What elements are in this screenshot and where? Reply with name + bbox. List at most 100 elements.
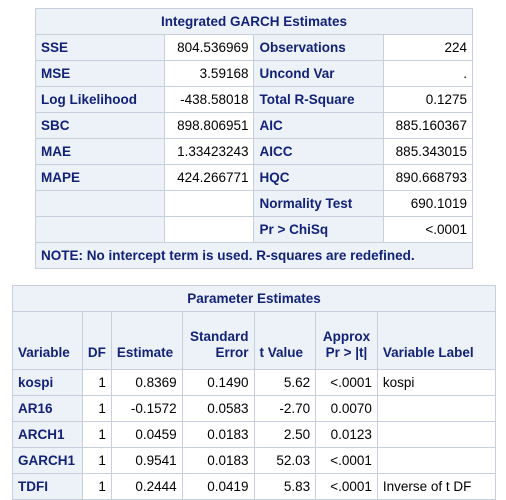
stat-label: MAE — [35, 138, 165, 165]
cell-p-value: <.0001 — [315, 369, 378, 396]
col-header-standard-error: Standard Error — [181, 311, 255, 370]
stat-value: 0.1275 — [383, 86, 473, 113]
col-header-variable: Variable — [12, 311, 83, 370]
stat-value — [163, 216, 255, 243]
cell-standard-error: 0.0583 — [181, 395, 255, 422]
cell-p-value: 0.0123 — [315, 421, 378, 448]
cell-variable-label: Inverse of t DF — [376, 473, 497, 500]
col-header-t-value: t Value — [253, 311, 317, 370]
stat-value: 690.1019 — [383, 190, 473, 217]
cell-t-value: 5.62 — [253, 369, 317, 396]
table-row: SBC 898.806951 AIC 885.160367 — [35, 112, 473, 139]
stat-value — [163, 190, 255, 217]
stat-value: 224 — [383, 34, 473, 61]
params-table-title: Parameter Estimates — [12, 285, 496, 312]
col-header-variable-label: Variable Label — [376, 311, 497, 370]
col-header-line: Error — [215, 345, 249, 360]
table-title-row: Parameter Estimates — [12, 285, 496, 312]
cell-df: 1 — [81, 421, 112, 448]
stat-value: <.0001 — [383, 216, 473, 243]
row-variable: AR16 — [12, 395, 83, 422]
stat-value: 885.160367 — [383, 112, 473, 139]
row-variable: TDFI — [12, 473, 83, 500]
cell-p-value: 0.0070 — [315, 395, 378, 422]
col-header-df: DF — [81, 311, 112, 370]
cell-df: 1 — [81, 447, 112, 474]
table-row: kospi 1 0.8369 0.1490 5.62 <.0001 kospi — [12, 369, 497, 396]
col-header-line: Pr > |t| — [325, 345, 368, 360]
col-header-p-value: Approx Pr > |t| — [315, 311, 378, 370]
table-row: ARCH1 1 0.0459 0.0183 2.50 0.0123 — [12, 421, 497, 448]
stat-value: . — [383, 60, 473, 87]
table-header-row: Variable DF Estimate Standard Error t Val… — [12, 311, 497, 370]
cell-estimate: 0.2444 — [110, 473, 183, 500]
stat-label: Pr > ChiSq — [253, 216, 385, 243]
stat-label: Normality Test — [253, 190, 385, 217]
row-variable: ARCH1 — [12, 421, 83, 448]
cell-t-value: 2.50 — [253, 421, 317, 448]
stat-label: Total R-Square — [253, 86, 385, 113]
stat-label: Log Likelihood — [35, 86, 165, 113]
table-title-row: Integrated GARCH Estimates — [35, 8, 473, 35]
stat-label: MAPE — [35, 164, 165, 191]
stat-label — [35, 190, 165, 217]
stat-value: 890.668793 — [383, 164, 473, 191]
cell-p-value: <.0001 — [315, 447, 378, 474]
stat-value: 3.59168 — [163, 60, 255, 87]
cell-df: 1 — [81, 395, 112, 422]
cell-variable-label: kospi — [376, 369, 497, 396]
cell-standard-error: 0.0419 — [181, 473, 255, 500]
cell-estimate: 0.8369 — [110, 369, 183, 396]
row-variable: kospi — [12, 369, 83, 396]
stat-value: -438.58018 — [163, 86, 255, 113]
table-row: MAE 1.33423243 AICC 885.343015 — [35, 138, 473, 165]
cell-df: 1 — [81, 369, 112, 396]
stat-label — [35, 216, 165, 243]
garch-estimates-table: Integrated GARCH Estimates SSE 804.53696… — [35, 8, 473, 269]
table-row: MSE 3.59168 Uncond Var . — [35, 60, 473, 87]
table-row: GARCH1 1 0.9541 0.0183 52.03 <.0001 — [12, 447, 497, 474]
table-row: Log Likelihood -438.58018 Total R-Square… — [35, 86, 473, 113]
stat-value: 885.343015 — [383, 138, 473, 165]
col-header-line: Standard — [190, 329, 249, 344]
cell-df: 1 — [81, 473, 112, 500]
cell-estimate: 0.9541 — [110, 447, 183, 474]
table-note-row: NOTE: No intercept term is used. R-squar… — [35, 242, 473, 269]
table-row: TDFI 1 0.2444 0.0419 5.83 <.0001 Inverse… — [12, 473, 497, 500]
stat-value: 898.806951 — [163, 112, 255, 139]
cell-standard-error: 0.0183 — [181, 447, 255, 474]
row-variable: GARCH1 — [12, 447, 83, 474]
stat-value: 1.33423243 — [163, 138, 255, 165]
cell-estimate: 0.0459 — [110, 421, 183, 448]
table-row: Pr > ChiSq <.0001 — [35, 216, 473, 243]
cell-t-value: 5.83 — [253, 473, 317, 500]
cell-estimate: -0.1572 — [110, 395, 183, 422]
stat-value: 804.536969 — [163, 34, 255, 61]
cell-t-value: 52.03 — [253, 447, 317, 474]
col-header-estimate: Estimate — [110, 311, 183, 370]
stat-label: Uncond Var — [253, 60, 385, 87]
stat-label: Observations — [253, 34, 385, 61]
cell-p-value: <.0001 — [315, 473, 378, 500]
stat-label: AIC — [253, 112, 385, 139]
cell-variable-label — [376, 395, 497, 422]
parameter-estimates-table: Parameter Estimates Variable DF Estimate… — [12, 285, 497, 500]
cell-variable-label — [376, 421, 497, 448]
stat-label: AICC — [253, 138, 385, 165]
stat-label: MSE — [35, 60, 165, 87]
stat-value: 424.266771 — [163, 164, 255, 191]
garch-table-title: Integrated GARCH Estimates — [35, 8, 473, 35]
stat-label: HQC — [253, 164, 385, 191]
cell-standard-error: 0.0183 — [181, 421, 255, 448]
cell-variable-label — [376, 447, 497, 474]
table-row: Normality Test 690.1019 — [35, 190, 473, 217]
table-row: SSE 804.536969 Observations 224 — [35, 34, 473, 61]
table-row: MAPE 424.266771 HQC 890.668793 — [35, 164, 473, 191]
cell-standard-error: 0.1490 — [181, 369, 255, 396]
stat-label: SSE — [35, 34, 165, 61]
col-header-line: Approx — [322, 329, 371, 344]
cell-t-value: -2.70 — [253, 395, 317, 422]
table-row: AR16 1 -0.1572 0.0583 -2.70 0.0070 — [12, 395, 497, 422]
stat-label: SBC — [35, 112, 165, 139]
table-note: NOTE: No intercept term is used. R-squar… — [35, 242, 473, 269]
